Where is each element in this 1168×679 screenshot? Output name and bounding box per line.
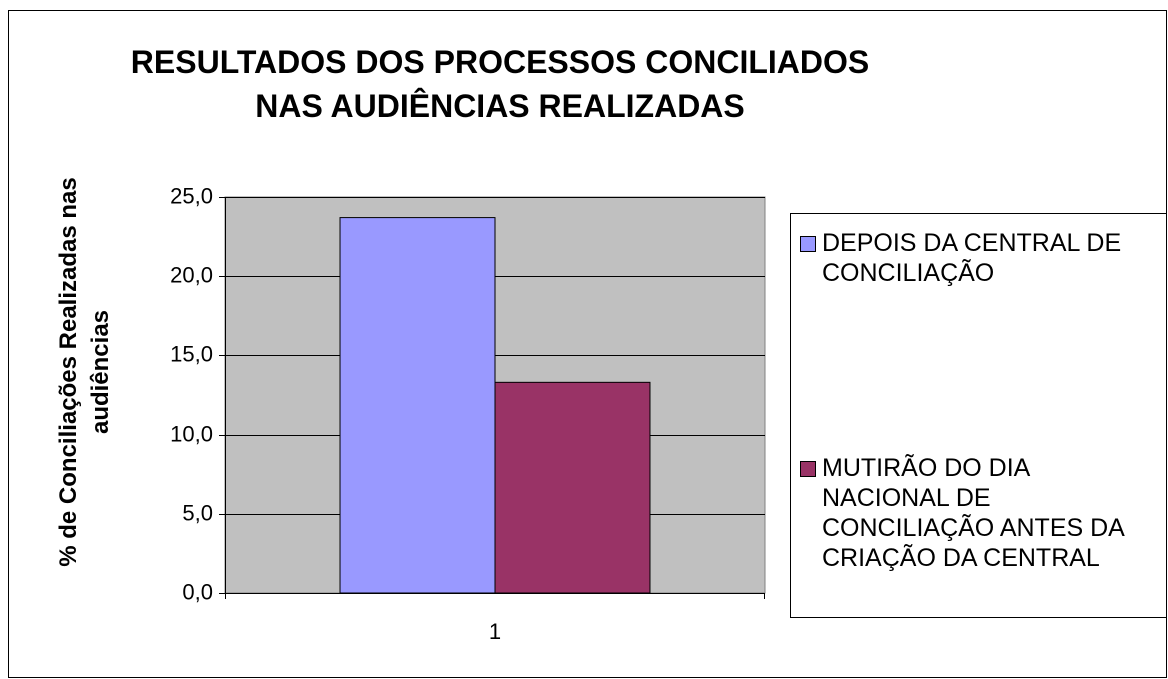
y-axis-title: % de Conciliações Realizadas nas audiênc…	[55, 177, 114, 567]
y-tick-label: 15,0	[170, 341, 213, 366]
legend-box	[790, 213, 1167, 618]
legend-label: DEPOIS DA CENTRAL DE CONCILIAÇÃO	[822, 229, 1122, 287]
y-tick-label: 20,0	[170, 262, 213, 287]
legend-swatch	[800, 236, 816, 252]
bar	[494, 381, 651, 594]
legend-label: MUTIRÃO DO DIA NACIONAL DE CONCILIAÇÃO A…	[822, 454, 1124, 572]
x-tick-label: 1	[489, 619, 501, 644]
y-tick-label: 25,0	[170, 183, 213, 208]
y-tick-label: 10,0	[170, 421, 213, 446]
y-tick-label: 0,0	[182, 579, 213, 604]
bar	[339, 217, 496, 594]
legend-swatch	[800, 461, 816, 477]
y-tick-label: 5,0	[182, 500, 213, 525]
chart-title: RESULTADOS DOS PROCESSOS CONCILIADOS NAS…	[130, 44, 870, 124]
